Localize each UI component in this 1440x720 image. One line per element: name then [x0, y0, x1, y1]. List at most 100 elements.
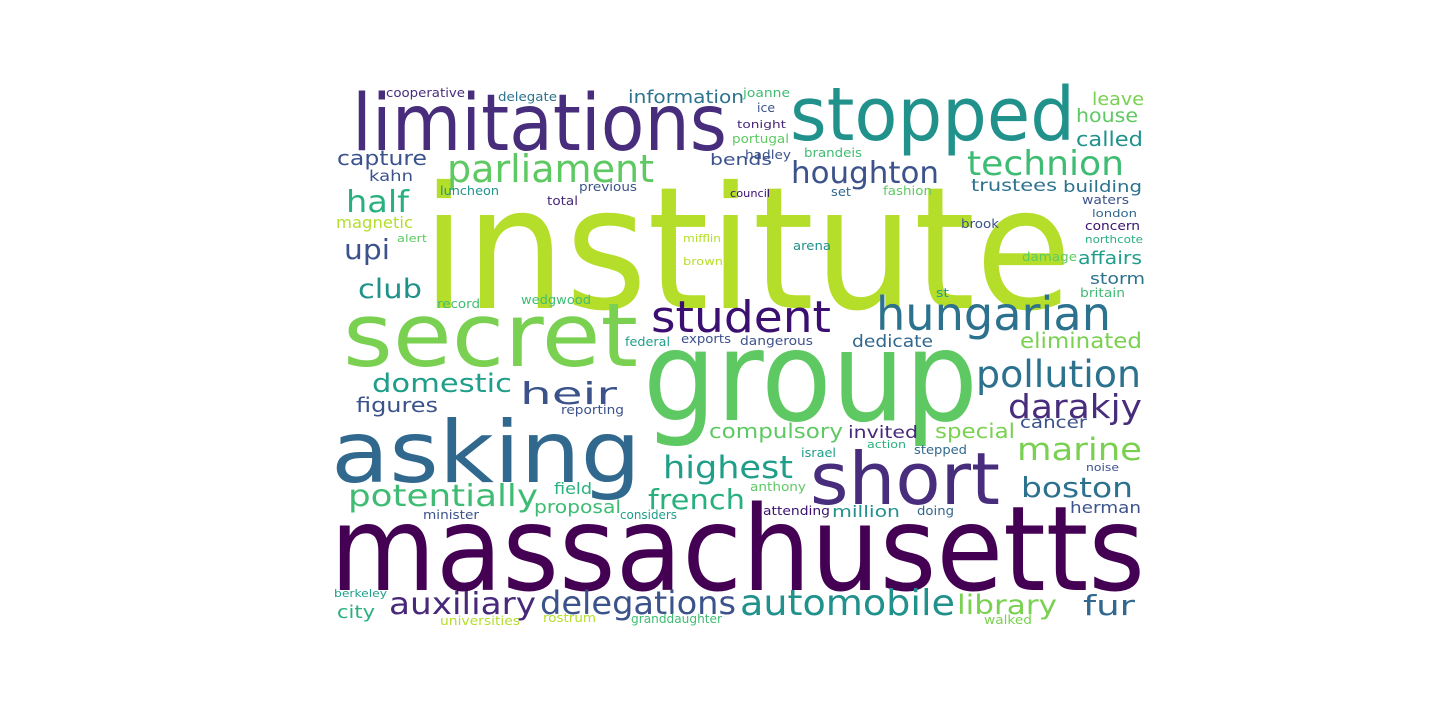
word-called: called — [1076, 127, 1143, 151]
word-reporting: reporting — [561, 403, 624, 417]
word-boston: boston — [1021, 471, 1133, 504]
word-field: field — [554, 479, 592, 498]
word-brown: brown — [683, 255, 723, 268]
word-group: group — [643, 305, 978, 450]
word-st: st — [936, 286, 949, 300]
word-city: city — [337, 602, 375, 623]
word-magnetic: magnetic — [336, 213, 413, 232]
word-storm: storm — [1090, 269, 1145, 288]
word-capture: capture — [337, 146, 427, 170]
word-mifflin: mifflin — [683, 232, 721, 245]
word-britain: britain — [1080, 286, 1125, 300]
word-federal: federal — [625, 335, 670, 349]
word-attending: attending — [763, 504, 830, 518]
word-hungarian: hungarian — [876, 287, 1111, 341]
word-delegations: delegations — [540, 584, 736, 622]
word-delegate: delegate — [498, 90, 557, 104]
word-upi: upi — [344, 233, 390, 266]
word-eliminated: eliminated — [1020, 329, 1142, 353]
word-bends: bends — [710, 150, 772, 169]
word-heir: heir — [520, 377, 618, 412]
word-figures: figures — [356, 393, 438, 417]
word-darakjy: darakjy — [1008, 387, 1142, 426]
word-information: information — [628, 87, 744, 108]
word-student: student — [651, 292, 831, 343]
word-wedgwood: wedgwood — [521, 293, 591, 307]
word-library: library — [957, 590, 1057, 621]
word-building: building — [1063, 177, 1142, 196]
word-hadley: hadley — [745, 148, 791, 162]
word-concern: concern — [1085, 219, 1140, 233]
word-leave: leave — [1092, 89, 1144, 110]
word-minister: minister — [423, 508, 479, 522]
word-pollution: pollution — [976, 353, 1141, 396]
word-set: set — [831, 185, 851, 199]
word-dangerous: dangerous — [740, 334, 813, 348]
word-anthony: anthony — [750, 480, 806, 494]
word-ice: ice — [757, 101, 775, 115]
word-brandeis: brandeis — [804, 146, 862, 160]
word-portugal: portugal — [732, 132, 789, 146]
word-previous: previous — [579, 180, 637, 194]
word-arena: arena — [793, 239, 831, 253]
word-automobile: automobile — [740, 583, 955, 624]
word-cooperative: cooperative — [386, 86, 465, 100]
word-london: london — [1092, 207, 1137, 220]
word-universities: universities — [440, 614, 520, 628]
word-stopped: stopped — [790, 72, 1075, 158]
word-kahn: kahn — [369, 167, 413, 185]
word-asking: asking — [331, 403, 641, 503]
word-luncheon: luncheon — [440, 184, 499, 198]
word-technion: technion — [967, 144, 1124, 184]
word-house: house — [1076, 105, 1138, 127]
word-parliament: parliament — [447, 147, 654, 191]
word-short: short — [810, 437, 1000, 521]
word-berkeley: berkeley — [334, 587, 388, 600]
word-cancer: cancer — [1020, 413, 1087, 433]
word-doing: doing — [917, 504, 954, 518]
word-special: special — [935, 419, 1015, 443]
word-considers: considers — [620, 508, 677, 522]
word-limitations: limitations — [352, 79, 727, 169]
word-northcote: northcote — [1085, 233, 1143, 246]
word-israel: israel — [801, 446, 836, 460]
word-potentially: potentially — [348, 479, 538, 514]
word-million: million — [832, 502, 900, 521]
word-noise: noise — [1086, 461, 1119, 474]
word-compulsory: compulsory — [709, 419, 843, 443]
word-waters: waters — [1082, 193, 1129, 207]
word-club: club — [358, 274, 422, 305]
word-fur: fur — [1083, 589, 1136, 622]
word-damage: damage — [1022, 250, 1077, 264]
word-rostrum: rostrum — [543, 611, 596, 625]
word-fashion: fashion — [883, 184, 932, 198]
word-auxiliary: auxiliary — [389, 587, 536, 622]
word-walked: walked — [984, 613, 1032, 627]
word-secret: secret — [343, 284, 638, 387]
word-institute: institute — [422, 151, 1072, 349]
word-marine: marine — [1017, 432, 1142, 468]
word-massachusetts: massachusetts — [330, 480, 1145, 618]
word-exports: exports — [681, 332, 731, 346]
word-brook: brook — [961, 217, 999, 231]
word-french: french — [648, 483, 745, 516]
word-record: record — [437, 297, 480, 311]
word-herman: herman — [1070, 498, 1141, 517]
word-invited: invited — [848, 423, 918, 443]
word-highest: highest — [663, 450, 793, 486]
word-action: action — [867, 438, 906, 451]
word-affairs: affairs — [1078, 248, 1142, 269]
word-tonight: tonight — [737, 118, 787, 131]
word-proposal: proposal — [534, 497, 621, 518]
word-alert: alert — [397, 232, 428, 245]
word-granddaughter: granddaughter — [631, 612, 722, 626]
word-trustees: trustees — [971, 176, 1057, 196]
word-council: council — [730, 187, 770, 200]
word-joanne: joanne — [742, 86, 790, 100]
word-domestic: domestic — [372, 369, 512, 399]
word-stepped: stepped — [914, 443, 967, 457]
word-total: total — [547, 194, 578, 208]
word-dedicate: dedicate — [852, 332, 933, 352]
word-half: half — [346, 185, 411, 220]
